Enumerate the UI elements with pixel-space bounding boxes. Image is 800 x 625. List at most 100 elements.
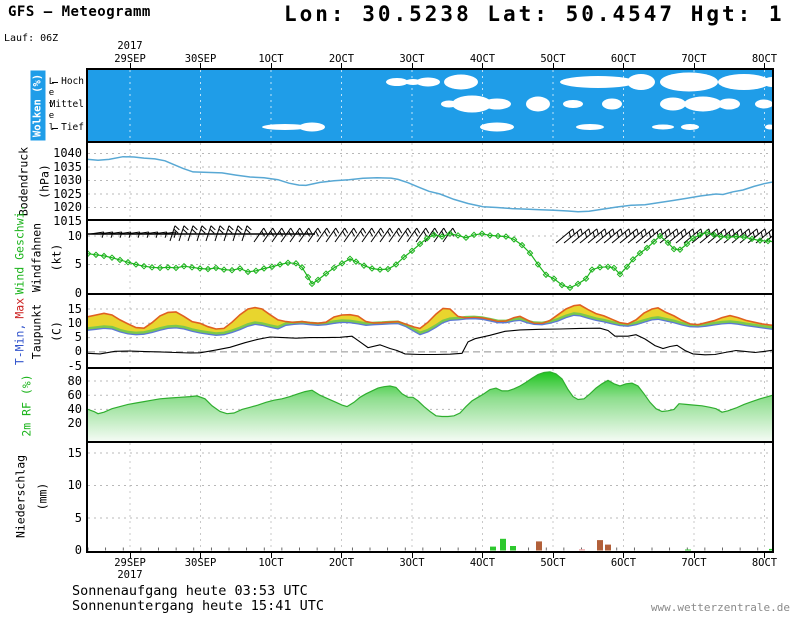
wind-speed-marker <box>542 271 550 279</box>
cloud-blob <box>299 122 325 132</box>
y-tick-label: 1040 <box>53 146 82 160</box>
wind-speed-marker <box>446 230 454 238</box>
wind-speed-marker <box>588 266 596 273</box>
wind-speed-marker <box>689 234 697 242</box>
wind-speed-marker <box>683 240 691 248</box>
wind-speed-marker <box>368 265 376 272</box>
wind-speed-marker <box>696 231 704 239</box>
precip-bar <box>490 546 496 551</box>
cloud-blob <box>444 74 478 90</box>
cloud-level-tick <box>52 82 58 83</box>
date-tick-top <box>270 63 272 69</box>
wind-speed-marker <box>510 236 518 243</box>
wind-barb-tick <box>568 231 572 238</box>
wind-barb <box>241 225 248 242</box>
cloud-blob <box>660 97 686 111</box>
cloud-blob <box>480 122 514 132</box>
tmax-axis-label: Max <box>12 297 27 319</box>
wind-speed-marker <box>616 270 624 278</box>
page-title: GFS – Meteogramm <box>8 4 151 20</box>
precip-axis-title: Niederschlag <box>13 454 28 539</box>
wind-barb-tick <box>360 230 365 237</box>
wind-barb-tick <box>315 230 320 237</box>
wind-speed-marker <box>308 280 316 288</box>
wind-speed-marker <box>360 262 368 269</box>
date-label-top: 1OCT <box>258 53 284 65</box>
wind-barb-tick <box>263 227 268 234</box>
wind-speed-marker <box>502 233 510 240</box>
wind-barb <box>675 228 694 244</box>
wind-barb <box>731 228 750 244</box>
wind-barb-tick <box>182 228 188 234</box>
wind-speed-marker <box>566 284 574 292</box>
cloud-blob <box>262 124 308 130</box>
wind-barb <box>325 227 337 243</box>
wind-barb-tick <box>576 231 580 238</box>
wind-barb-tick <box>362 227 367 234</box>
wind-barb-tick <box>732 228 735 235</box>
wind-speed-marker <box>228 266 236 274</box>
wind-speed-marker <box>140 262 148 270</box>
panel-cloud-cover <box>88 70 772 143</box>
wind-speed-marker <box>244 268 252 276</box>
wind-barb-tick <box>288 230 293 237</box>
wind-speed-marker <box>494 232 502 240</box>
date-label-bottom: 4OCT <box>469 557 496 569</box>
wind-barb-tick <box>351 230 356 237</box>
y-tick-label: 1035 <box>53 159 82 174</box>
panel-surface-pressure <box>88 143 772 221</box>
wind-barb-tick <box>353 227 358 234</box>
wind-speed-marker <box>392 261 400 268</box>
date-tick-bottom <box>129 553 131 558</box>
wind-barb-tick <box>227 228 233 234</box>
precip-bar <box>605 544 611 551</box>
wind-speed-marker <box>376 266 384 273</box>
wind-barb <box>603 228 622 244</box>
wind-barb <box>89 231 104 235</box>
wind-barb <box>595 228 614 244</box>
wind-barb <box>627 228 646 244</box>
wind-barb-tick <box>596 228 599 235</box>
cloud-blob <box>652 124 674 130</box>
wind-barb-tick <box>326 227 331 234</box>
date-tick-bottom <box>623 553 624 558</box>
wind-speed-marker <box>486 232 494 239</box>
wind-speed-marker <box>314 276 322 284</box>
wind-barb-tick <box>398 227 403 234</box>
wind-barb-tick <box>434 227 439 234</box>
svg-pressure <box>88 143 772 219</box>
wind-barb <box>370 227 382 243</box>
wind-speed-marker <box>212 264 220 272</box>
date-tick-bottom <box>411 553 413 558</box>
wind-barb-tick <box>676 228 679 235</box>
wind-barb-tick <box>604 228 607 235</box>
humidity-line <box>88 371 772 418</box>
wind-barb <box>98 231 113 235</box>
wind-barb-tick <box>218 228 224 234</box>
wind-speed-marker <box>330 264 338 272</box>
level-axis-label: Level <box>47 77 56 134</box>
wind-barb <box>134 231 149 235</box>
wind-barb <box>433 227 445 243</box>
wind-barb <box>379 227 391 243</box>
wind-speed-marker <box>100 252 108 260</box>
date-label-top: 6OCT <box>610 53 637 65</box>
year-label-top: 2017 <box>117 40 143 52</box>
panel-humidity <box>88 369 772 443</box>
wind-barb-tick <box>664 231 668 238</box>
wind-speed-marker <box>710 231 718 239</box>
wind-barb-tick <box>389 227 394 234</box>
date-tick-bottom <box>552 553 554 558</box>
date-label-top: 29SEP <box>114 53 146 65</box>
wind-speed-marker <box>470 231 478 239</box>
wind-speed-marker <box>740 233 748 241</box>
wind-speed-marker <box>164 264 172 271</box>
wind-barb-tick <box>672 231 676 238</box>
wind-barb-tick <box>405 230 410 237</box>
wind-barb-tick <box>680 231 684 238</box>
wind-speed-marker <box>732 233 740 240</box>
wind-speed-marker <box>204 265 212 273</box>
wind-barb-tick <box>387 230 392 237</box>
temp-axis-title: T-Min, Max <box>13 295 28 369</box>
wind-barb <box>424 227 436 243</box>
